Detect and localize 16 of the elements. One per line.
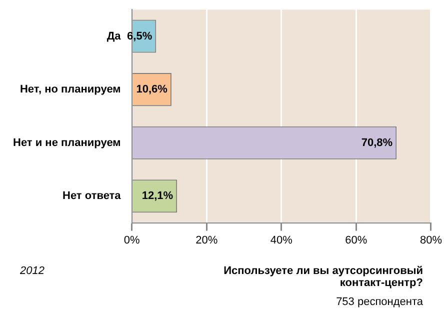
x-tick-label: 80% xyxy=(420,234,442,246)
y-tick-label: Нет, но планируем xyxy=(20,84,121,96)
text: 753 респондента xyxy=(336,296,423,308)
data-label: 70,8% xyxy=(361,136,393,149)
text: 2012 xyxy=(20,265,44,277)
x-tick-label: 20% xyxy=(196,234,218,246)
data-label: 6,5% xyxy=(127,30,152,42)
text: Используете ли вы аутсорсинговый контакт-центр? xyxy=(222,265,423,289)
x-tick-label: 0% xyxy=(124,234,140,246)
y-tick-label: Нет и не планируем xyxy=(12,136,121,149)
y-tick-label: Нет ответа xyxy=(62,190,122,202)
x-tick-label: 40% xyxy=(270,234,293,246)
y-tick-label: Да xyxy=(106,30,122,42)
x-tick-label: 60% xyxy=(345,234,368,246)
data-label: 12,1% xyxy=(142,190,174,202)
data-label: 10,6% xyxy=(136,84,168,96)
